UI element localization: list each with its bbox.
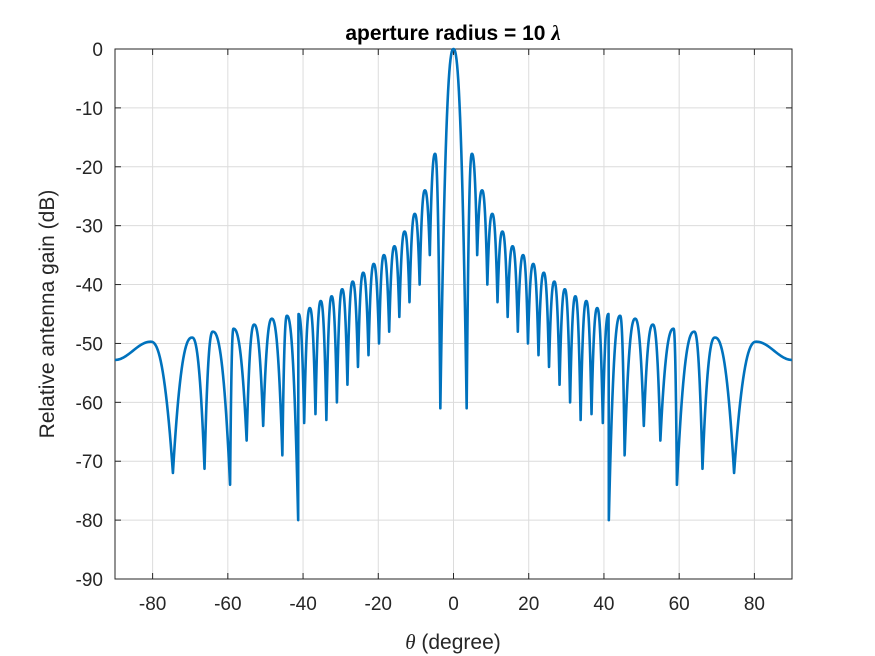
series-group xyxy=(114,47,793,522)
x-tick-label: -80 xyxy=(139,594,166,615)
y-tick-label: -80 xyxy=(76,511,103,532)
chart-title-symbol: λ xyxy=(550,21,560,45)
x-tick-label: -20 xyxy=(365,594,392,615)
x-axis-title-text: (degree) xyxy=(416,631,501,654)
x-tick-label: -40 xyxy=(289,594,316,615)
x-tick-label: 0 xyxy=(448,594,459,615)
x-tick-label: 60 xyxy=(669,594,690,615)
y-tick-label: -30 xyxy=(76,217,103,238)
y-tick-label: -50 xyxy=(76,334,103,355)
y-tick-label: -70 xyxy=(76,452,103,473)
x-tick-label: 20 xyxy=(518,594,539,615)
y-tick-label: -40 xyxy=(76,276,103,297)
y-tick-label: -90 xyxy=(76,570,103,591)
grid-lines xyxy=(115,48,792,580)
x-axis-symbol: θ xyxy=(405,630,415,654)
y-tick-label: -60 xyxy=(76,393,103,414)
y-tick-label: 0 xyxy=(92,40,103,61)
chart-title-text: aperture radius = 10 xyxy=(345,22,545,45)
chart-title: aperture radius = 10 λ xyxy=(345,21,560,45)
x-axis-title: θ (degree) xyxy=(405,630,501,654)
y-tick-label: -10 xyxy=(76,99,103,120)
axis-ticks: -80 -60 -40 -20 0 20 40 60 80 0 -10 -20 -30 -40 -50 -60… xyxy=(76,40,792,615)
x-tick-label: 80 xyxy=(744,594,765,615)
x-tick-label: -60 xyxy=(214,594,241,615)
series-line xyxy=(114,47,793,522)
y-axis-title: Relative antenna gain (dB) xyxy=(36,190,59,439)
x-tick-label: 40 xyxy=(593,594,614,615)
y-tick-label: -20 xyxy=(76,158,103,179)
